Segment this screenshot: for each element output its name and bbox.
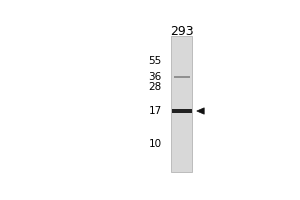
Polygon shape — [197, 108, 204, 114]
Text: 28: 28 — [148, 82, 162, 92]
Bar — [171, 36, 192, 172]
Text: 293: 293 — [170, 25, 194, 38]
Text: 55: 55 — [148, 56, 162, 66]
Bar — [173, 76, 190, 78]
Bar — [172, 109, 191, 113]
Text: 17: 17 — [148, 106, 162, 116]
Text: 36: 36 — [148, 72, 162, 82]
Text: 10: 10 — [149, 139, 162, 149]
